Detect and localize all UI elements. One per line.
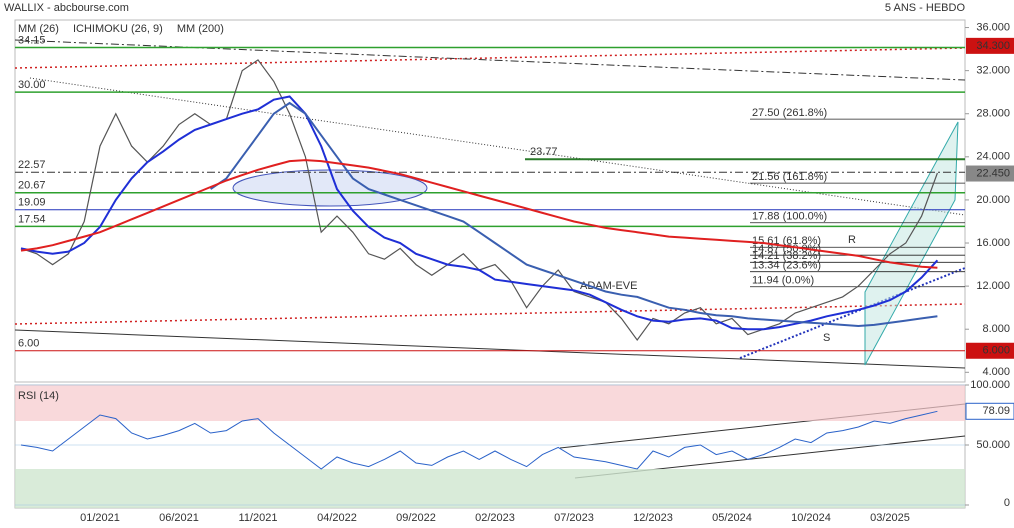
y-tick-label: 0	[1004, 497, 1010, 509]
fib-label: 17.88 (100.0%)	[752, 211, 827, 223]
oversold-zone	[15, 469, 965, 508]
trendline	[14, 329, 966, 369]
level-label: 22.57	[18, 159, 46, 171]
trendline	[739, 267, 966, 359]
overbought-zone	[15, 385, 965, 421]
y-tick-label: 16.000	[976, 237, 1010, 249]
annotation: 23.77	[530, 146, 558, 158]
price-tag	[966, 37, 1014, 54]
level-label: 30.00	[18, 79, 46, 91]
fib-label: 13.34 (23.6%)	[752, 260, 821, 272]
x-tick-label: 03/2025	[870, 512, 910, 524]
y-tick-label: 20.000	[976, 194, 1010, 206]
x-tick-label: 06/2021	[159, 512, 199, 524]
price-tag	[966, 165, 1014, 182]
x-tick-label: 10/2024	[791, 512, 831, 524]
price-tag	[966, 342, 1014, 359]
fib-label: 21.56 (161.8%)	[752, 171, 827, 183]
trendline	[14, 303, 966, 325]
level-label: 19.09	[18, 197, 46, 209]
y-tick-label: 50.000	[976, 439, 1010, 451]
legend-entry: MM (200)	[177, 23, 224, 35]
level-label: 17.54	[18, 213, 46, 225]
price-frame	[14, 19, 966, 383]
header-left: WALLIX - abcbourse.com	[4, 2, 129, 14]
y-tick-label: 32.000	[976, 65, 1010, 77]
price-tag-label: 6.000	[982, 345, 1010, 357]
y-tick-label: 36.000	[976, 21, 1010, 33]
fib-label: 27.50 (261.8%)	[752, 107, 827, 119]
level-label: 34.15	[18, 34, 46, 46]
trendline	[14, 39, 966, 81]
annotation: R	[848, 234, 856, 246]
fib-label: 14.87 (50.0%)	[752, 243, 821, 255]
fib-label: 14.21 (38.2%)	[752, 250, 821, 262]
x-tick-label: 05/2024	[712, 512, 752, 524]
x-tick-label: 02/2023	[475, 512, 515, 524]
y-tick-label: 4.000	[982, 366, 1010, 378]
x-tick-label: 12/2023	[633, 512, 673, 524]
x-tick-label: 01/2021	[80, 512, 120, 524]
y-tick-label: 100.000	[970, 379, 1010, 391]
legend-entry: MM (26)	[18, 23, 59, 35]
fib-label: 11.94 (0.0%)	[752, 275, 814, 287]
price-tag-label: 22.450	[976, 167, 1010, 179]
y-tick-label: 24.000	[976, 151, 1010, 163]
annotation: ADAM-EVE	[580, 280, 637, 292]
annotation: S	[823, 332, 830, 344]
price-tag-label: 34.300	[976, 40, 1010, 52]
x-tick-label: 04/2022	[317, 512, 357, 524]
y-tick-label: 8.000	[982, 323, 1010, 335]
x-tick-label: 07/2023	[554, 512, 594, 524]
series-line	[20, 159, 938, 269]
trendline	[14, 47, 966, 69]
y-tick-label: 12.000	[976, 280, 1010, 292]
series-line	[210, 101, 938, 328]
legend-entry: ICHIMOKU (26, 9)	[73, 23, 163, 35]
x-tick-label: 09/2022	[396, 512, 436, 524]
y-tick-label: 28.000	[976, 108, 1010, 120]
series-line	[20, 95, 939, 331]
series-line	[20, 410, 938, 470]
x-tick-label: 11/2021	[239, 512, 278, 524]
level-label: 6.00	[18, 338, 39, 350]
legend-entry: RSI (14)	[18, 390, 59, 402]
rsi-tag	[965, 402, 1014, 420]
header-right: 5 ANS - HEBDO	[885, 2, 966, 14]
rsi-tag-label: 78.09	[982, 405, 1010, 417]
level-label: 20.67	[18, 180, 46, 192]
ellipse	[232, 169, 428, 207]
